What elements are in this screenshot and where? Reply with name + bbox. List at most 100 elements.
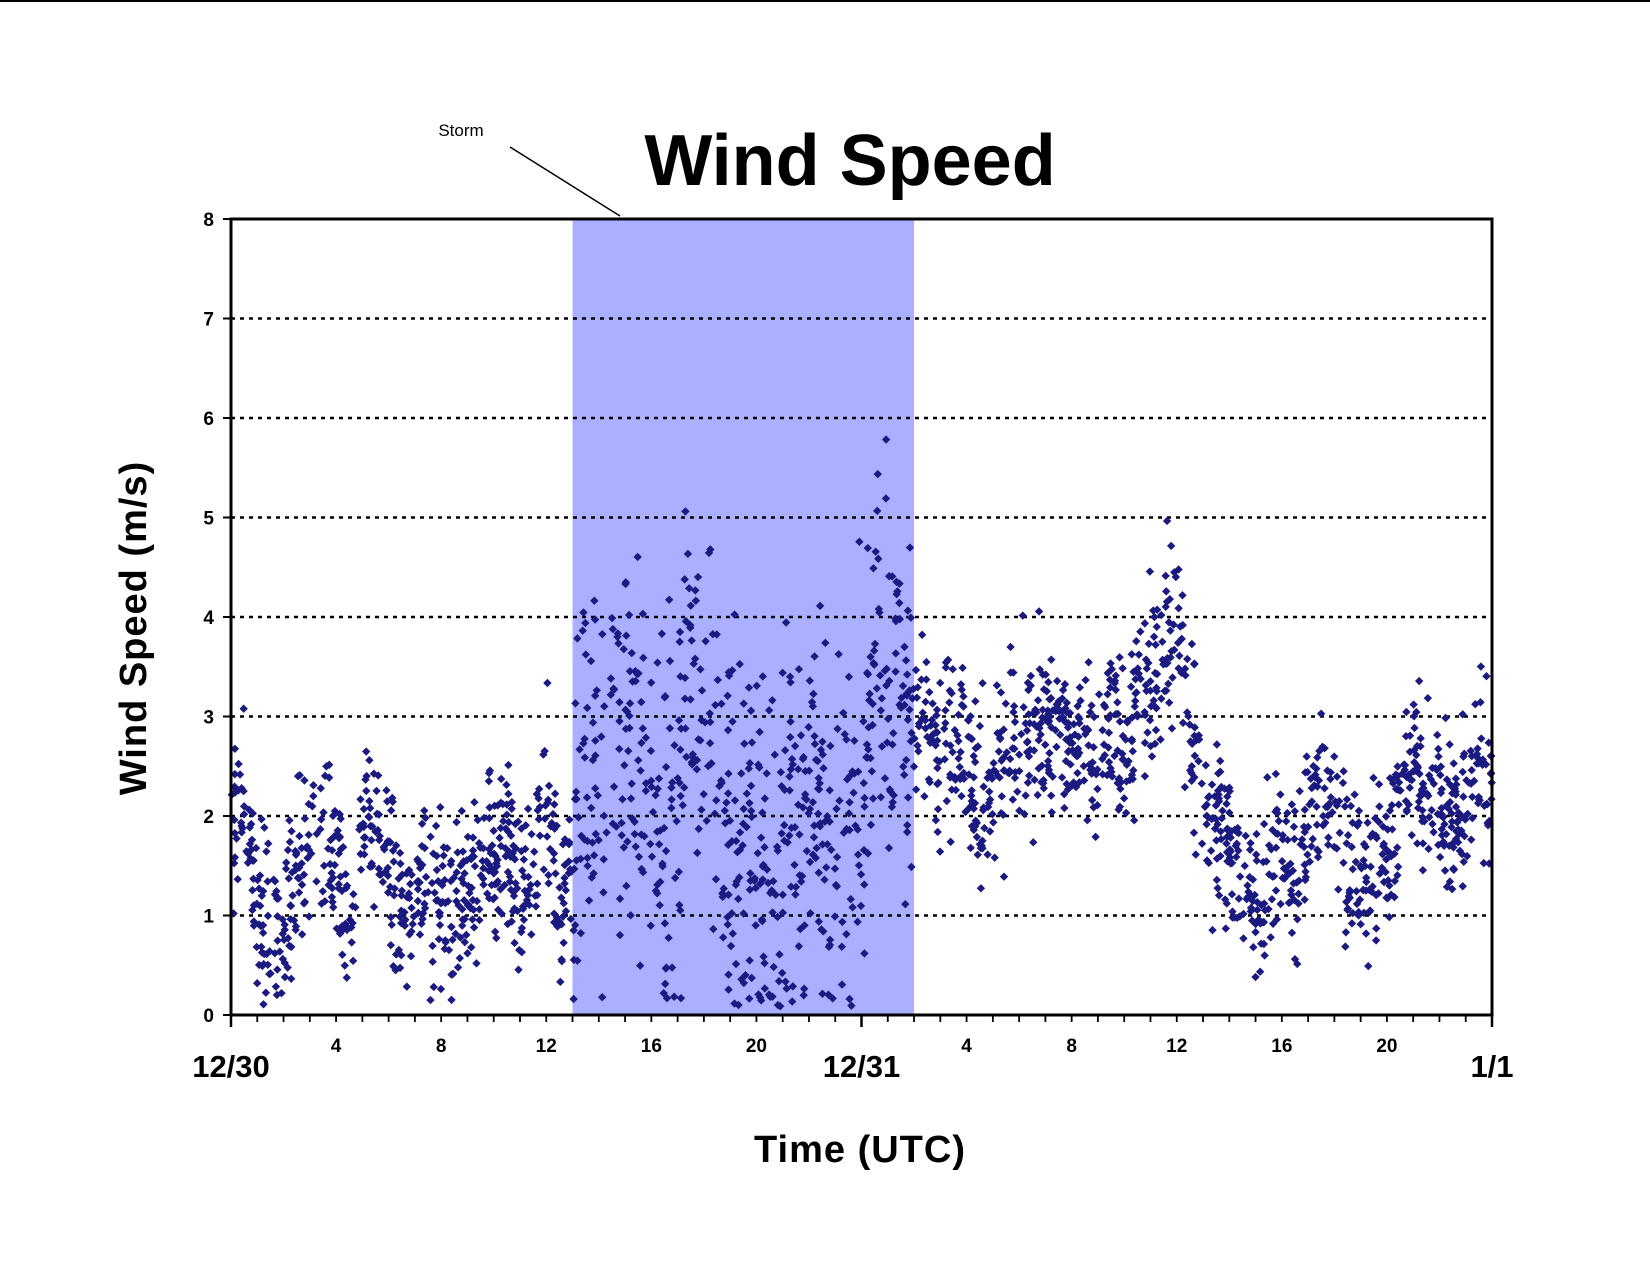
data-point [721, 819, 730, 828]
data-point [995, 728, 1005, 737]
data-point [646, 746, 656, 756]
data-point [594, 835, 603, 845]
data-point [1245, 845, 1255, 854]
data-point [469, 852, 479, 861]
data-point [1433, 809, 1442, 819]
data-point [328, 883, 337, 893]
data-point [580, 753, 590, 762]
data-point [864, 745, 873, 754]
data-point [1046, 791, 1056, 800]
data-point [374, 835, 384, 845]
data-point [1074, 712, 1083, 722]
data-point [1104, 757, 1114, 767]
data-point [1212, 836, 1221, 845]
data-point [1259, 917, 1269, 927]
data-point [1318, 821, 1328, 830]
data-point [1445, 797, 1455, 807]
data-point [809, 833, 819, 842]
chart-title: Wind Speed [644, 121, 1055, 201]
data-point [1104, 728, 1114, 737]
data-point [1409, 700, 1418, 709]
data-point [449, 969, 458, 978]
data-point [432, 896, 441, 905]
data-point [1100, 750, 1109, 760]
data-point [602, 828, 611, 837]
data-point [518, 904, 528, 913]
data-point [417, 819, 427, 828]
data-point [891, 649, 901, 658]
data-point [794, 800, 803, 809]
data-point [1091, 832, 1100, 842]
data-point [834, 650, 843, 659]
data-point [1217, 814, 1226, 823]
data-point [1212, 875, 1222, 885]
data-point [1111, 685, 1120, 695]
data-point [330, 806, 340, 816]
data-point [1058, 685, 1068, 695]
data-point [967, 791, 976, 800]
data-point [389, 857, 398, 866]
data-point [808, 702, 818, 711]
data-point [1202, 800, 1211, 809]
data-point [769, 962, 778, 972]
data-point [1429, 827, 1438, 837]
data-point [909, 684, 918, 694]
data-point [1339, 858, 1348, 867]
data-point [1208, 925, 1217, 935]
data-point [627, 779, 636, 788]
data-point [459, 857, 468, 866]
data-point [391, 966, 400, 975]
data-point [706, 717, 715, 727]
data-point [1058, 713, 1067, 723]
data-point [697, 715, 706, 725]
data-point [731, 959, 741, 969]
data-point [308, 802, 317, 811]
data-point [625, 723, 634, 733]
data-point [955, 762, 964, 772]
data-point [1300, 827, 1309, 837]
data-point [304, 830, 313, 840]
data-point [812, 843, 821, 853]
data-point [786, 732, 795, 742]
data-point [483, 889, 492, 898]
data-point [985, 787, 994, 796]
data-point [439, 851, 448, 860]
data-point [299, 899, 309, 908]
data-point [283, 934, 293, 943]
data-point [236, 818, 246, 827]
data-point [746, 876, 755, 885]
data-point [421, 813, 430, 823]
data-point [1271, 843, 1281, 852]
data-point [973, 742, 983, 751]
data-point [615, 744, 624, 754]
data-point [230, 853, 240, 862]
data-point [1393, 843, 1402, 852]
data-point [720, 806, 729, 815]
y-axis-label: Wind Speed (m/s) [113, 461, 155, 795]
data-point [1469, 776, 1479, 786]
data-point [814, 868, 823, 877]
data-point [1343, 904, 1353, 913]
data-point [1166, 653, 1175, 662]
data-point [735, 845, 745, 855]
data-point [1439, 841, 1449, 851]
data-point [1228, 907, 1237, 916]
data-point [1442, 775, 1452, 784]
data-point [906, 737, 916, 746]
data-point [675, 778, 684, 788]
data-point [1451, 802, 1461, 812]
data-point [690, 654, 700, 663]
data-point [825, 935, 835, 945]
data-point [479, 880, 488, 889]
data-point [464, 881, 473, 891]
data-point [914, 747, 923, 756]
data-point [469, 923, 479, 932]
data-point [452, 897, 461, 906]
data-point [959, 692, 968, 701]
data-point [1197, 779, 1206, 788]
data-point [1362, 877, 1371, 887]
data-point [1427, 805, 1436, 815]
data-point [1259, 899, 1269, 908]
storm-annotation-label: Storm [438, 121, 483, 140]
data-point [656, 826, 665, 835]
